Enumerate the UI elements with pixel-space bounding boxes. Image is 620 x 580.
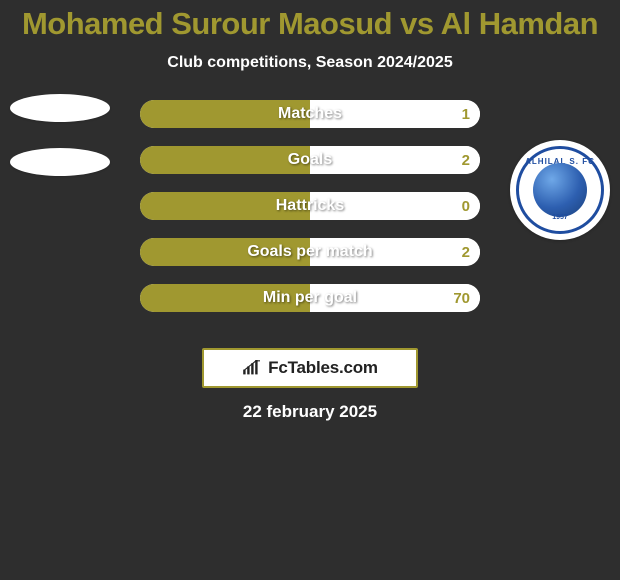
right-team-logo: ALHILAL S. FC 1957 xyxy=(510,140,610,240)
root-container: Mohamed Surour Maosud vs Al Hamdan Club … xyxy=(0,0,620,580)
brand-box: FcTables.com xyxy=(202,348,418,388)
page-title: Mohamed Surour Maosud vs Al Hamdan xyxy=(0,0,620,42)
stat-label: Hattricks xyxy=(140,192,480,220)
crest-ring: ALHILAL S. FC 1957 xyxy=(516,146,604,234)
subtitle: Club competitions, Season 2024/2025 xyxy=(0,54,620,72)
stat-row: Min per goal70 xyxy=(140,284,480,312)
stat-bars: Matches1Goals2Hattricks0Goals per match2… xyxy=(140,100,480,330)
club-crest: ALHILAL S. FC 1957 xyxy=(510,140,610,240)
stat-row: Goals2 xyxy=(140,146,480,174)
crest-bottom-text: 1957 xyxy=(519,214,601,221)
stat-value-right: 70 xyxy=(453,284,470,312)
date-text: 22 february 2025 xyxy=(0,402,620,422)
stat-label: Goals xyxy=(140,146,480,174)
stat-value-right: 2 xyxy=(462,146,470,174)
stat-value-right: 1 xyxy=(462,100,470,128)
stat-row: Matches1 xyxy=(140,100,480,128)
stat-value-right: 0 xyxy=(462,192,470,220)
stat-label: Matches xyxy=(140,100,480,128)
stat-row: Hattricks0 xyxy=(140,192,480,220)
bars-icon xyxy=(242,360,262,376)
stat-label: Goals per match xyxy=(140,238,480,266)
stats-area: ALHILAL S. FC 1957 Matches1Goals2Hattric… xyxy=(0,100,620,340)
placeholder-logo-1 xyxy=(10,94,110,122)
brand-text: FcTables.com xyxy=(268,358,378,378)
stat-row: Goals per match2 xyxy=(140,238,480,266)
placeholder-logo-2 xyxy=(10,148,110,176)
crest-ball-icon xyxy=(533,163,587,217)
left-team-logos xyxy=(10,94,110,202)
stat-value-right: 2 xyxy=(462,238,470,266)
stat-label: Min per goal xyxy=(140,284,480,312)
